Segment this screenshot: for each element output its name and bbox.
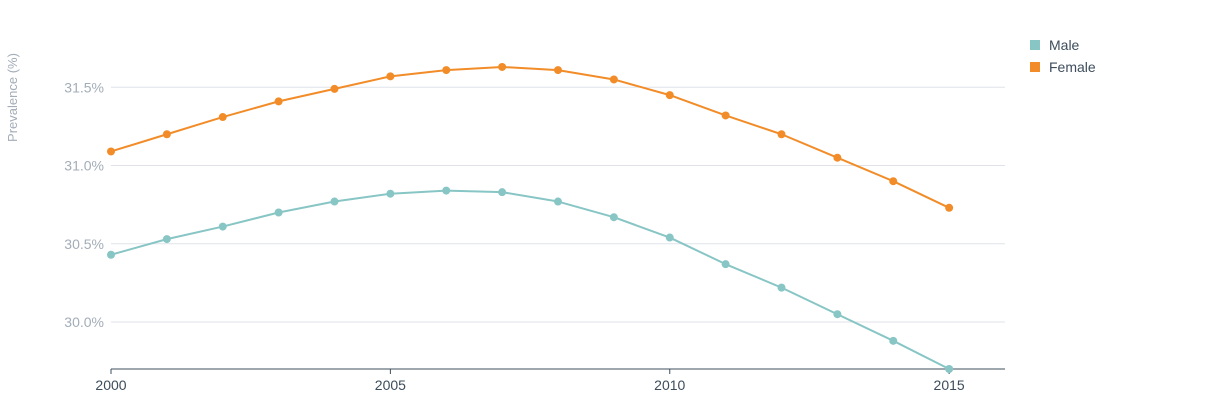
y-tick-label: 31.5% [64, 79, 104, 95]
data-point-female[interactable] [945, 203, 954, 212]
data-point-female[interactable] [218, 113, 227, 122]
legend-swatch-female [1030, 62, 1040, 72]
y-axis-title: Prevalence (%) [5, 53, 20, 142]
data-point-male[interactable] [721, 260, 730, 269]
legend-label-male: Male [1049, 37, 1080, 53]
data-point-male[interactable] [386, 189, 395, 198]
data-point-female[interactable] [609, 75, 618, 84]
data-point-male[interactable] [498, 188, 507, 197]
data-point-male[interactable] [162, 235, 171, 244]
data-point-male[interactable] [554, 197, 562, 206]
legend-swatch-male [1030, 40, 1040, 50]
data-point-female[interactable] [498, 62, 507, 71]
data-point-male[interactable] [107, 250, 115, 259]
x-tick-label: 2005 [375, 377, 406, 393]
data-point-female[interactable] [386, 72, 395, 81]
data-point-female[interactable] [554, 66, 562, 75]
legend: Male Female [1030, 34, 1096, 78]
legend-label-female: Female [1049, 59, 1096, 75]
data-point-female[interactable] [721, 111, 730, 120]
data-point-female[interactable] [274, 97, 283, 106]
series-line-male [110, 189, 950, 370]
data-point-male[interactable] [889, 336, 898, 345]
data-points [107, 62, 954, 373]
axes [110, 368, 1005, 374]
data-point-female[interactable] [442, 66, 451, 75]
legend-item-female[interactable]: Female [1030, 56, 1096, 78]
data-point-male[interactable] [218, 222, 227, 231]
data-point-male[interactable] [609, 213, 618, 222]
x-tick-label: 2010 [654, 377, 685, 393]
data-point-female[interactable] [889, 177, 898, 186]
axis-labels: 30.0% 30.5% 31.0% 31.5% 2000 2005 2010 2015 Prev… [5, 53, 965, 393]
series-lines [110, 65, 950, 370]
data-point-male[interactable] [330, 197, 339, 206]
x-tick-label: 2000 [95, 377, 126, 393]
series-line-female [110, 65, 950, 209]
data-point-female[interactable] [777, 130, 786, 139]
legend-item-male[interactable]: Male [1030, 34, 1096, 56]
data-point-female[interactable] [833, 153, 842, 162]
data-point-female[interactable] [330, 84, 339, 93]
data-point-female[interactable] [665, 91, 674, 100]
data-point-female[interactable] [107, 147, 115, 156]
data-point-male[interactable] [665, 233, 674, 242]
data-point-female[interactable] [162, 130, 171, 139]
data-point-male[interactable] [442, 186, 451, 195]
x-tick-label: 2015 [934, 377, 965, 393]
y-tick-label: 30.5% [64, 236, 104, 252]
data-point-male[interactable] [274, 208, 283, 217]
data-point-male[interactable] [833, 310, 842, 319]
y-tick-label: 30.0% [64, 314, 104, 330]
y-tick-label: 31.0% [64, 158, 104, 174]
data-point-male[interactable] [777, 283, 786, 292]
data-point-male[interactable] [945, 365, 954, 373]
